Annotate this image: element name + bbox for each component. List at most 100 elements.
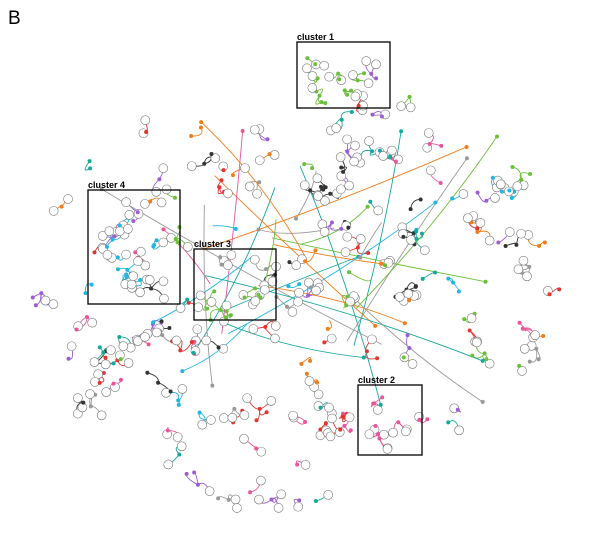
node-dot xyxy=(339,165,344,170)
node xyxy=(331,123,342,133)
node xyxy=(254,155,265,166)
node-dot xyxy=(401,355,406,360)
node xyxy=(102,250,113,260)
node-dot xyxy=(218,307,223,312)
node-dot xyxy=(339,117,344,122)
node xyxy=(307,71,318,81)
node-dot xyxy=(446,420,451,425)
node-dot xyxy=(233,226,238,231)
node xyxy=(299,180,310,191)
edge xyxy=(422,271,436,280)
node-dot xyxy=(257,180,262,185)
node xyxy=(115,226,125,236)
node xyxy=(513,264,524,275)
node-dot xyxy=(135,210,140,215)
node-dot xyxy=(378,402,383,407)
node-dot xyxy=(405,333,410,338)
node-dot xyxy=(455,407,460,412)
node-dot xyxy=(263,267,268,272)
node-dot xyxy=(482,351,487,356)
node-dot xyxy=(92,250,97,255)
node xyxy=(89,357,100,367)
node xyxy=(303,277,314,288)
node-dot xyxy=(263,324,268,329)
node xyxy=(504,227,515,237)
node xyxy=(252,188,262,199)
node-dot xyxy=(101,350,106,355)
node-dot xyxy=(295,462,300,467)
node-dot xyxy=(519,177,524,182)
node-dot xyxy=(125,267,130,272)
node xyxy=(140,199,150,209)
node-dot xyxy=(294,216,299,221)
node-dot xyxy=(322,340,327,345)
node xyxy=(293,501,304,512)
node xyxy=(248,324,259,334)
node xyxy=(249,124,260,135)
node xyxy=(287,307,298,317)
node-dot xyxy=(265,137,270,142)
node xyxy=(193,302,204,313)
node-dot xyxy=(228,313,233,318)
node-dot xyxy=(297,498,302,503)
node xyxy=(223,188,233,199)
node xyxy=(378,151,388,161)
node-dot xyxy=(483,279,488,284)
node-dot xyxy=(216,496,221,501)
node-dot xyxy=(315,76,320,81)
node xyxy=(348,70,358,80)
node-dot xyxy=(172,195,177,200)
node xyxy=(195,290,206,301)
node-dot xyxy=(97,345,102,350)
node-dot xyxy=(254,418,259,423)
edge xyxy=(204,275,483,362)
node xyxy=(87,317,97,328)
node-dot xyxy=(373,323,378,328)
node-dot xyxy=(450,196,455,201)
node-dot xyxy=(287,260,292,265)
node-dot xyxy=(115,255,120,260)
node-dot xyxy=(402,321,407,326)
node-dot xyxy=(377,148,382,153)
node-dot xyxy=(161,227,166,232)
node-dot xyxy=(344,303,349,308)
node-dot xyxy=(517,320,522,325)
node-dot xyxy=(209,151,214,156)
node xyxy=(364,136,374,146)
node-dot xyxy=(464,144,469,149)
node-dot xyxy=(308,188,313,193)
node-dot xyxy=(408,207,413,212)
node xyxy=(276,489,287,500)
node-dot xyxy=(104,244,109,249)
node xyxy=(471,337,482,348)
node xyxy=(123,358,134,368)
node xyxy=(293,296,303,307)
node xyxy=(118,341,129,351)
node xyxy=(123,224,133,234)
node-dot xyxy=(345,92,350,97)
node xyxy=(300,460,311,470)
node xyxy=(484,235,495,246)
node-dot xyxy=(380,395,385,400)
node-dot xyxy=(299,361,304,366)
node-dot xyxy=(401,234,406,239)
node-dot xyxy=(329,220,334,225)
node xyxy=(327,413,337,424)
node-dot xyxy=(379,261,384,266)
node-dot xyxy=(355,78,360,83)
node-dot xyxy=(323,185,328,190)
node-dot xyxy=(341,414,346,419)
node-dot xyxy=(310,166,315,171)
node-dot xyxy=(528,171,533,176)
node-dot xyxy=(317,93,322,98)
node xyxy=(132,336,143,346)
edge xyxy=(410,198,421,210)
node-dot xyxy=(230,173,235,178)
node xyxy=(475,218,486,228)
node-dot xyxy=(355,245,360,250)
node-dot xyxy=(342,423,347,428)
node-dot xyxy=(433,200,438,205)
node-dot xyxy=(133,250,138,255)
node xyxy=(171,335,182,346)
node-dot xyxy=(399,129,404,134)
